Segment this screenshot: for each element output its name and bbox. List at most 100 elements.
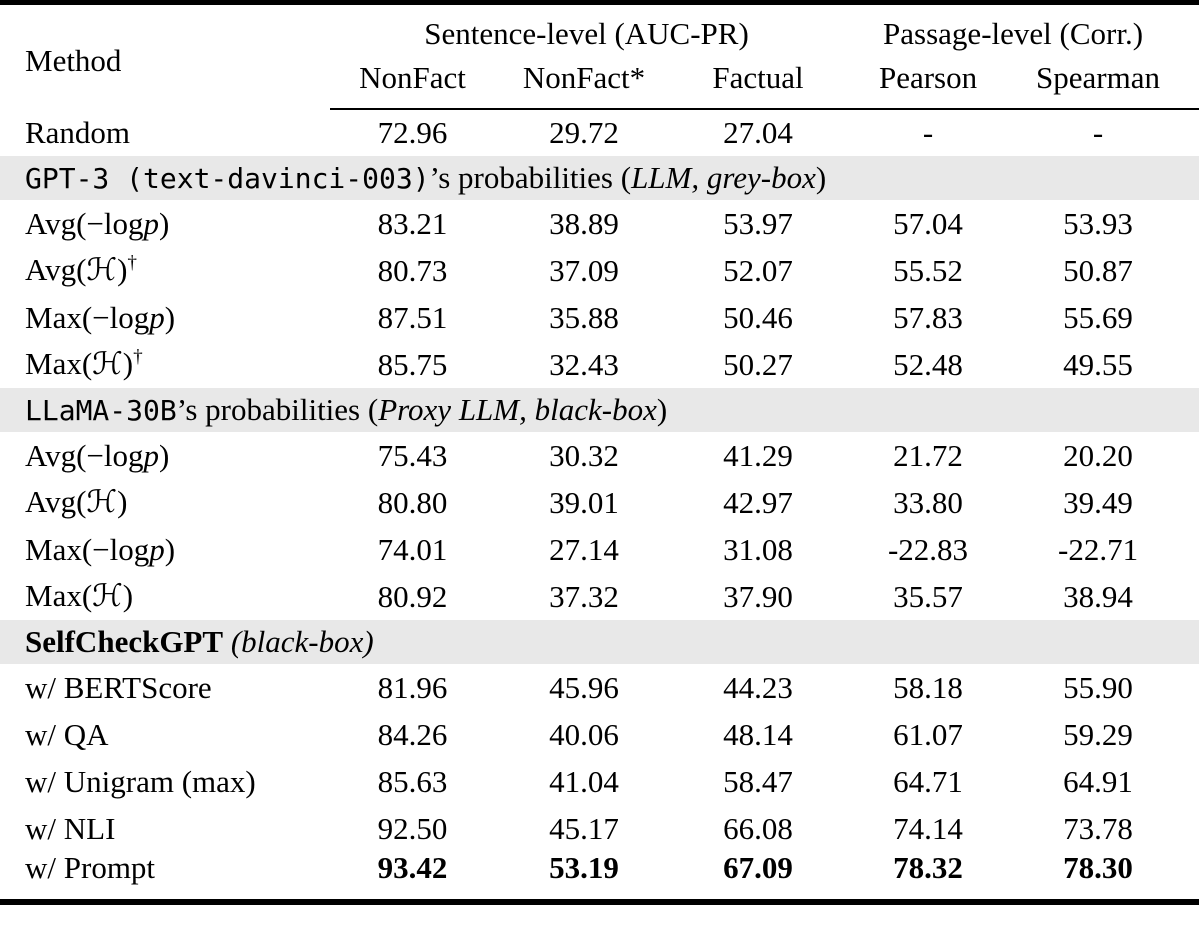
section-row: LLaMA-30B’s probabilities (Proxy LLM, bl… [0,387,1199,432]
value-cell: 73.78 [1063,810,1133,846]
value-cell: 37.32 [549,578,619,614]
value-cell: 52.07 [723,252,793,288]
value-cell: 37.90 [723,578,793,614]
value-cell: 75.43 [377,437,448,473]
value-cell: 40.06 [549,716,619,752]
method-cell: Avg(−logp) [25,205,170,241]
value-cell: 35.88 [549,299,619,335]
value-cell: 38.89 [549,205,619,241]
value-cell: 35.57 [893,578,963,614]
value-cell: - [1092,115,1104,150]
value-cell: 50.87 [1063,252,1133,288]
value-cell: 55.52 [893,252,963,288]
value-cell: 59.29 [1063,716,1133,752]
math-var: p [143,205,160,241]
table-row: Max(ℋ) 80.92 37.32 37.90 35.57 38.94 [0,573,1199,620]
value-cell: 21.72 [893,437,963,473]
value-cell: 80.92 [377,578,448,614]
method-cell: w/ Prompt [25,849,156,885]
method-cell: Avg(−logp) [25,437,170,473]
section-row: GPT-3 (text-davinci-003)’s probabilities… [0,155,1199,200]
value-cell: 74.01 [377,531,448,567]
entropy-symbol: ℋ [92,578,123,614]
value-cell: 41.04 [549,763,619,799]
table-row: Max(−logp) 87.51 35.88 50.46 57.83 55.69 [0,294,1199,341]
method-cell: w/ BERTScore [25,669,212,705]
value-cell: 50.46 [723,299,793,335]
value-cell: 42.97 [723,484,793,520]
value-cell: 55.90 [1063,669,1133,705]
section-header: LLaMA-30B’s probabilities (Proxy LLM, bl… [0,387,1199,432]
table-row: Max(ℋ)† 85.75 32.43 50.27 52.48 49.55 [0,341,1199,388]
value-cell: 41.29 [723,437,793,473]
value-cell: 92.50 [377,810,448,846]
value-cell: 57.83 [893,299,963,335]
table-row: w/ Unigram (max) 85.63 41.04 58.47 64.71 64.9… [0,758,1199,805]
value-cell: 64.71 [893,763,963,799]
col-header-pearson: Pearson [843,54,1014,110]
method-cell: w/ NLI [25,810,116,846]
col-header-spearman: Spearman [1013,54,1199,110]
entropy-symbol: ℋ [92,346,123,382]
dagger-marker: † [133,346,143,368]
value-cell: 32.43 [549,346,619,382]
value-cell: - [922,115,934,150]
value-cell: 58.18 [893,669,963,705]
math-var: p [149,299,165,335]
table-row: Avg(ℋ) 80.80 39.01 42.97 33.80 39.49 [0,479,1199,526]
value-cell: 74.14 [893,810,963,846]
value-cell: 57.04 [893,205,963,241]
method-cell: w/ QA [25,716,109,752]
value-cell: 53.19 [549,849,619,885]
value-cell: -22.83 [887,531,969,567]
value-cell: 81.96 [377,669,448,705]
column-header-row: NonFact NonFact* Factual Pearson Spearma… [0,54,1199,110]
value-cell: 29.72 [549,115,619,150]
value-cell: 27.04 [723,115,793,150]
value-cell: 55.69 [1063,299,1133,335]
method-cell: Max(ℋ)† [25,346,143,382]
value-cell: 83.21 [377,205,448,241]
section-method-name: SelfCheckGPT [25,624,224,659]
value-cell: 27.14 [549,531,619,567]
section-model-name: LLaMA-30B [25,394,177,427]
value-cell: 44.23 [723,669,793,705]
value-cell: 38.94 [1063,578,1133,614]
value-cell: 64.91 [1063,763,1133,799]
method-cell: Avg(ℋ)† [25,252,137,288]
table-row: w/ Prompt 93.42 53.19 67.09 78.32 78.30 [0,852,1199,902]
section-access-type: LLM, grey-box [631,160,816,195]
section-model-name: GPT-3 (text-davinci-003) [25,162,430,195]
value-cell: 33.80 [893,484,963,520]
table-body: Random 72.96 29.72 27.04 - - GPT-3 (text-davin… [0,109,1199,902]
value-cell: 72.96 [377,115,448,150]
value-cell: 87.51 [377,299,448,335]
table-row: Random 72.96 29.72 27.04 - - [0,109,1199,156]
table-row: w/ QA 84.26 40.06 48.14 61.07 59.29 [0,711,1199,758]
value-cell: 53.97 [723,205,793,241]
results-table: Method Sentence-level (AUC-PR) Passage-l… [0,0,1199,905]
method-cell: w/ Unigram (max) [25,763,256,799]
value-cell: 67.09 [723,849,793,885]
table-row: w/ NLI 92.50 45.17 66.08 74.14 73.78 [0,805,1199,852]
math-var: p [149,531,165,567]
value-cell: 50.27 [723,346,793,382]
method-cell: Avg(ℋ) [25,484,128,520]
value-cell: 48.14 [723,716,793,752]
section-access-type: (black-box) [223,624,374,659]
value-cell: 85.63 [377,763,448,799]
value-cell: 52.48 [893,346,963,382]
value-cell: 84.26 [377,716,448,752]
value-cell: 45.17 [549,810,619,846]
section-access-type: Proxy LLM, black-box [378,392,657,427]
value-cell: 85.75 [377,346,448,382]
method-cell: Max(−logp) [25,531,176,567]
col-header-nonfact-star: NonFact* [495,54,673,110]
section-row: SelfCheckGPT (black-box) [0,619,1199,664]
col-header-nonfact: NonFact [330,54,495,110]
table-header: Method Sentence-level (AUC-PR) Passage-l… [0,3,1199,110]
entropy-symbol: ℋ [86,484,118,520]
table-row: Max(−logp) 74.01 27.14 31.08 -22.83 -22.71 [0,526,1199,573]
math-var: p [143,437,160,473]
value-cell: 61.07 [893,716,963,752]
